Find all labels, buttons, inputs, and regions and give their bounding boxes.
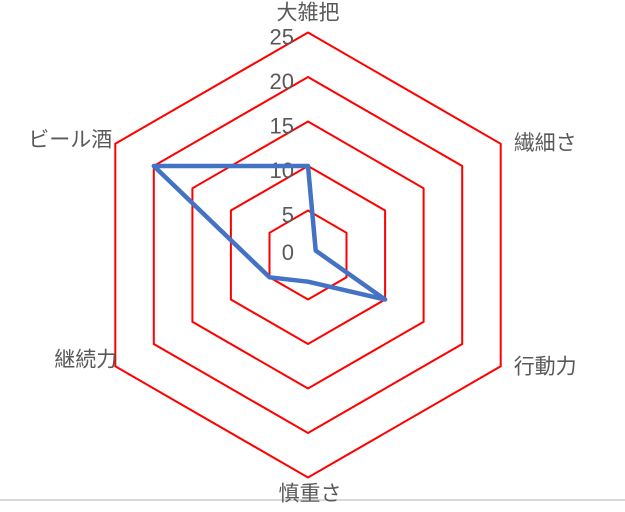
tick-label-10: 10 xyxy=(270,158,294,183)
grid-ring-25 xyxy=(114,31,502,479)
axis-label-1: 繊細さ xyxy=(514,132,577,155)
tick-label-5: 5 xyxy=(282,203,294,228)
grid-ring-5 xyxy=(268,209,348,301)
grid-ring-20 xyxy=(152,75,464,435)
axis-label-5: ビール酒 xyxy=(28,129,112,152)
axis-label-0: 大雑把 xyxy=(277,2,340,25)
tick-label-25: 25 xyxy=(270,25,294,50)
data-series-polygon xyxy=(151,163,388,302)
tick-label-15: 15 xyxy=(270,114,294,139)
axis-label-3: 慎重さ xyxy=(279,483,342,506)
bottom-divider-line xyxy=(0,499,625,501)
axis-label-4: 継続力 xyxy=(54,348,117,371)
tick-label-0: 0 xyxy=(282,240,294,265)
tick-label-20: 20 xyxy=(270,69,294,94)
axis-label-2: 行動力 xyxy=(514,355,577,378)
grid-ring-10 xyxy=(229,164,387,346)
grid-ring-15 xyxy=(191,120,425,390)
